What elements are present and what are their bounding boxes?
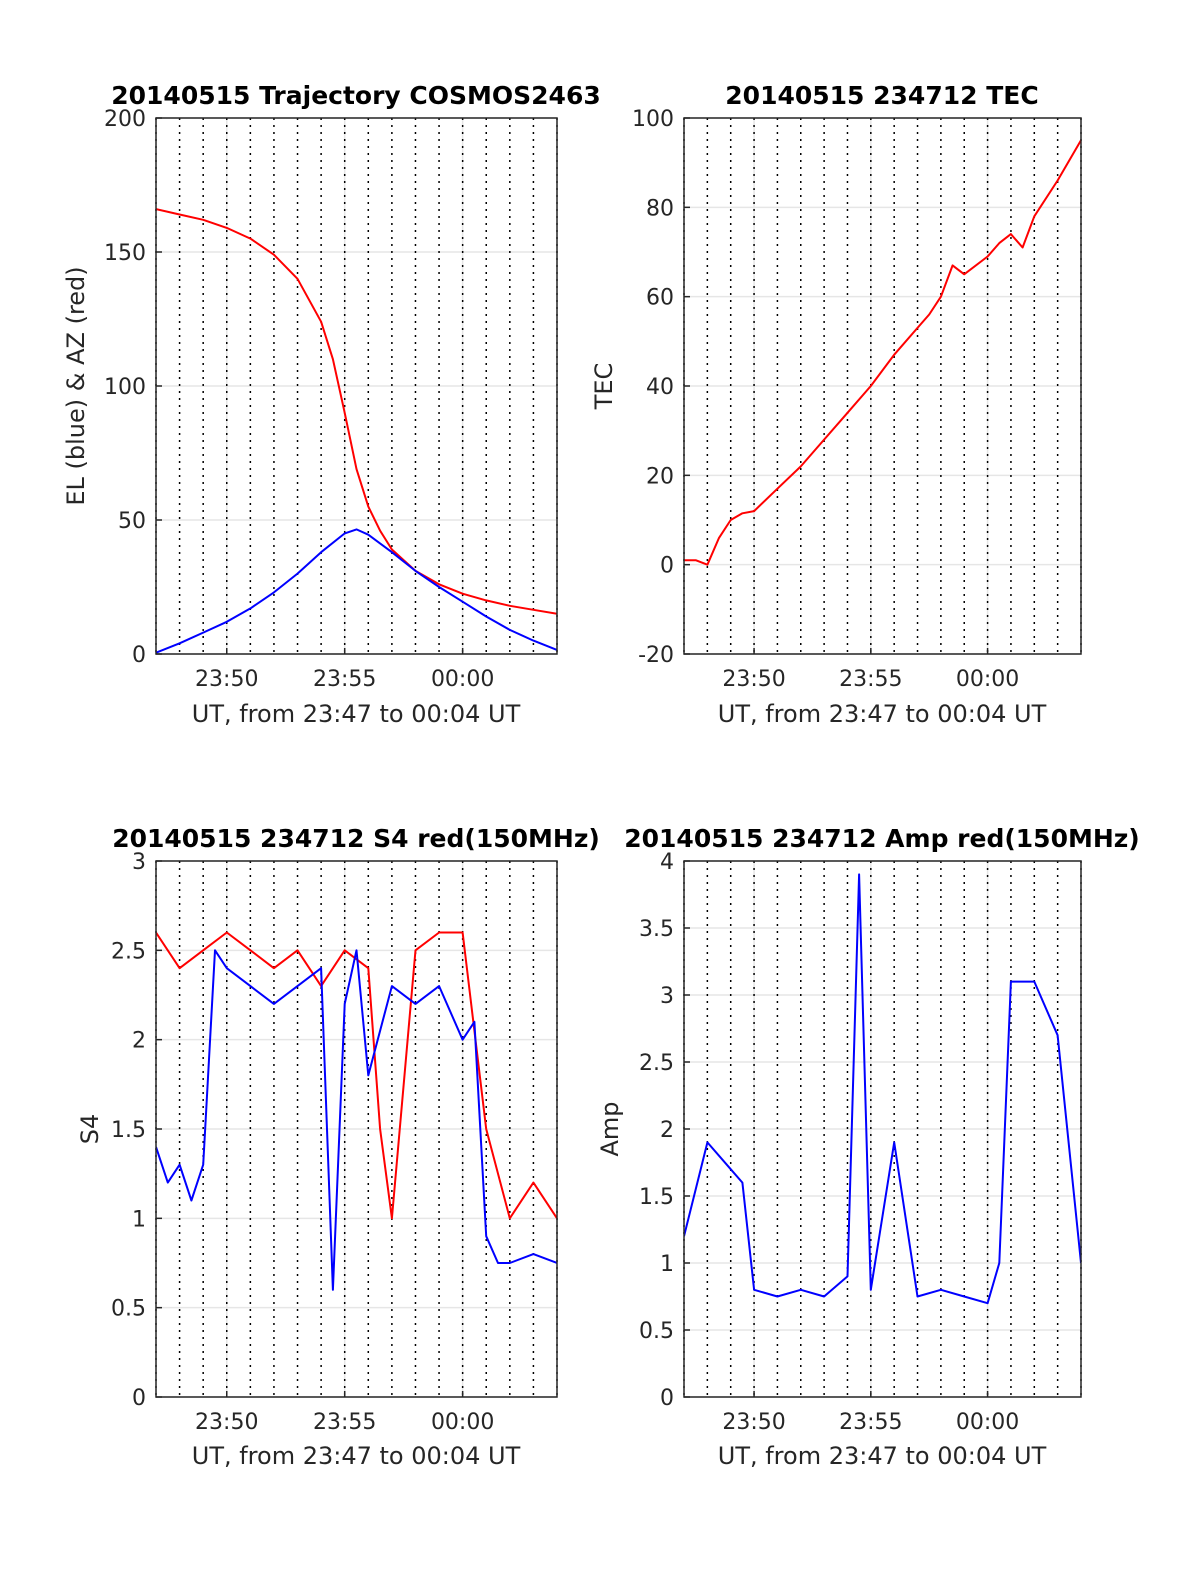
series-line-0 [684, 873, 1081, 1305]
series-line-0 [156, 931, 557, 1220]
y-tick-label: 50 [118, 509, 146, 534]
series-line-0 [684, 139, 1081, 566]
y-tick-label: -20 [638, 643, 674, 668]
y-axis-label: Amp [596, 1101, 624, 1156]
y-tick-label: 20 [646, 464, 674, 489]
y-tick-label: 1.5 [639, 1185, 674, 1210]
panel-tec: 20140515 234712 TEC UT, from 23:47 to 00… [590, 81, 1082, 728]
y-tick-label: 3 [132, 850, 146, 875]
series-line-1 [156, 528, 557, 654]
y-tick-label: 1.5 [111, 1118, 146, 1143]
y-tick-label: 2 [660, 1118, 674, 1143]
panel-title: 20140515 234712 TEC [725, 81, 1038, 110]
x-axis-label: UT, from 23:47 to 00:04 UT [192, 1442, 521, 1470]
panel-amp: 20140515 234712 Amp red(150MHz) UT, from… [596, 824, 1140, 1470]
x-tick-label: 23:55 [839, 667, 902, 692]
y-tick-label: 3.5 [639, 917, 674, 942]
panel-trajectory: 20140515 Trajectory COSMOS2463 UT, from … [62, 81, 601, 728]
x-axis-label: UT, from 23:47 to 00:04 UT [718, 1442, 1047, 1470]
y-tick-label: 150 [104, 241, 146, 266]
y-tick-label: 1 [660, 1252, 674, 1277]
y-tick-label: 100 [632, 107, 674, 132]
x-axis-label: UT, from 23:47 to 00:04 UT [192, 700, 521, 728]
y-tick-label: 2 [132, 1029, 146, 1054]
y-tick-label: 60 [646, 286, 674, 311]
y-tick-label: 0.5 [111, 1297, 146, 1322]
y-tick-label: 3 [660, 984, 674, 1009]
y-tick-label: 2.5 [639, 1051, 674, 1076]
y-tick-label: 0 [660, 554, 674, 579]
series-line-0 [156, 208, 557, 615]
x-axis-label: UT, from 23:47 to 00:04 UT [718, 700, 1047, 728]
y-axis-label: TEC [590, 363, 618, 411]
y-tick-label: 200 [104, 107, 146, 132]
x-tick-label: 23:55 [313, 667, 376, 692]
x-tick-label: 00:00 [956, 1410, 1019, 1435]
y-tick-label: 0.5 [639, 1319, 674, 1344]
y-tick-label: 0 [660, 1386, 674, 1411]
y-tick-label: 0 [132, 1386, 146, 1411]
panel-s4: 20140515 234712 S4 red(150MHz) UT, from … [76, 824, 600, 1470]
y-tick-label: 40 [646, 375, 674, 400]
y-tick-label: 0 [132, 643, 146, 668]
x-tick-label: 23:55 [313, 1410, 376, 1435]
y-tick-label: 80 [646, 196, 674, 221]
x-tick-label: 23:55 [839, 1410, 902, 1435]
y-axis-label: EL (blue) & AZ (red) [62, 266, 90, 505]
x-tick-label: 23:50 [195, 1410, 258, 1435]
panel-title: 20140515 234712 S4 red(150MHz) [112, 824, 600, 853]
x-tick-label: 23:50 [722, 1410, 785, 1435]
x-tick-label: 00:00 [431, 667, 494, 692]
x-tick-label: 00:00 [956, 667, 1019, 692]
panel-title: 20140515 234712 Amp red(150MHz) [624, 824, 1140, 853]
x-tick-label: 23:50 [195, 667, 258, 692]
y-tick-label: 100 [104, 375, 146, 400]
y-tick-label: 2.5 [111, 939, 146, 964]
y-tick-label: 4 [660, 850, 674, 875]
series-line-1 [156, 949, 557, 1291]
y-axis-label: S4 [76, 1114, 104, 1145]
panel-title: 20140515 Trajectory COSMOS2463 [111, 81, 601, 110]
y-tick-label: 1 [132, 1207, 146, 1232]
x-tick-label: 00:00 [431, 1410, 494, 1435]
x-tick-label: 23:50 [722, 667, 785, 692]
